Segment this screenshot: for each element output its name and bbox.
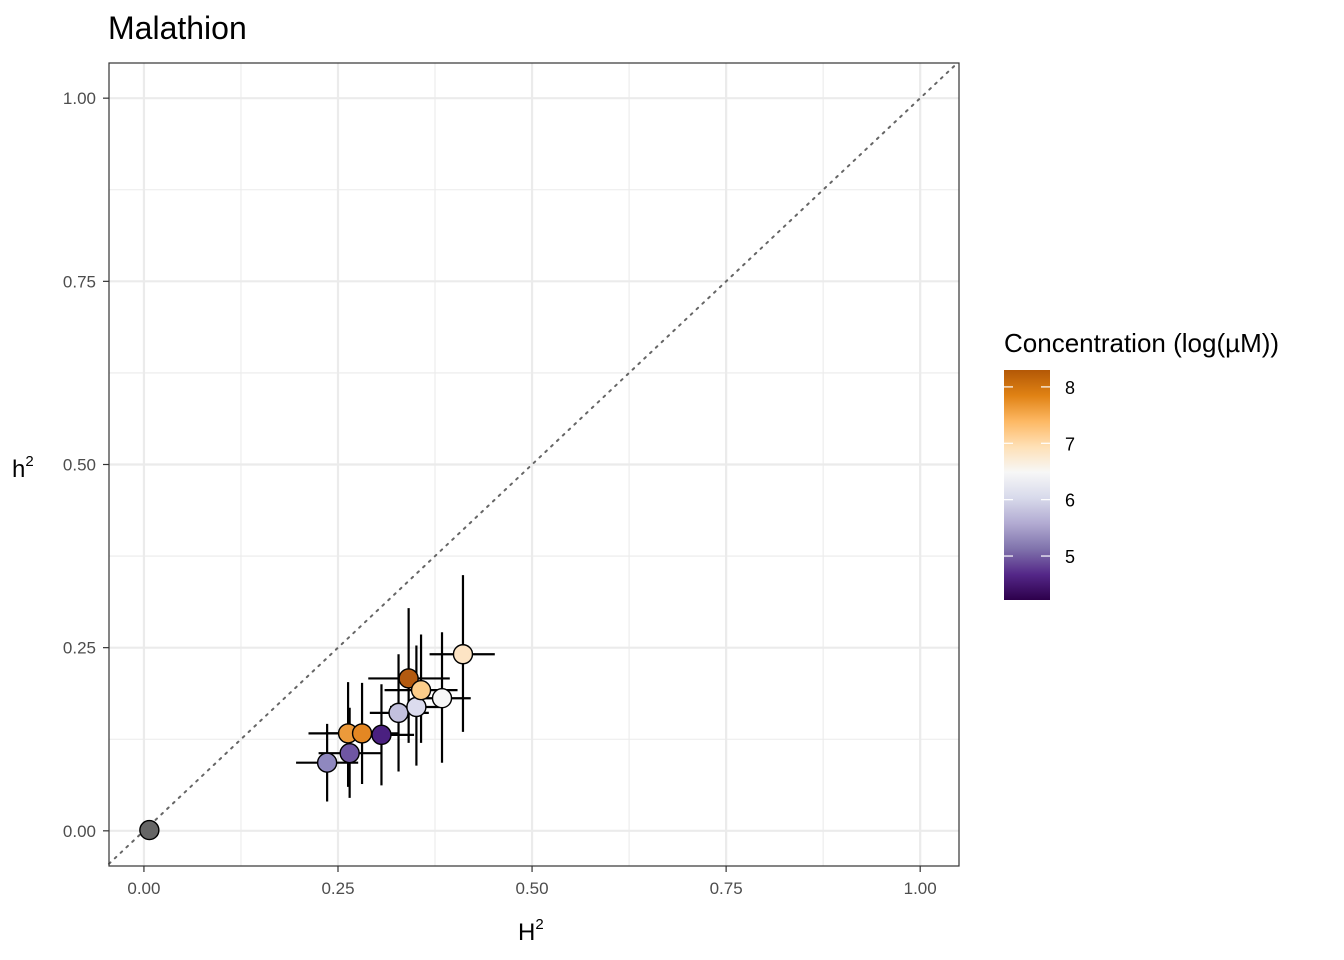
data-point [388, 702, 409, 724]
colorbar-legend: Concentration (log(µM)) 5 6 7 8 [1004, 328, 1279, 600]
y-tick-label: 0.50 [63, 456, 96, 475]
y-axis-title: h2 [12, 453, 34, 483]
y-tick-label: 0.75 [63, 272, 96, 291]
y-axis-title-superscript: 2 [25, 453, 33, 470]
x-axis-ticks: 0.00 0.25 0.50 0.75 1.00 [127, 866, 937, 898]
data-point [139, 819, 160, 841]
colorbar-tick-label: 5 [1065, 547, 1075, 567]
colorbar-title: Concentration (log(µM)) [1004, 328, 1279, 358]
y-axis-title-base: h [12, 456, 25, 483]
colorbar-ticks: 5 6 7 8 [1004, 378, 1075, 567]
data-point [398, 668, 419, 689]
data-point [406, 696, 427, 718]
x-axis-title-superscript: 2 [535, 916, 543, 933]
colorbar-tick-label: 6 [1065, 491, 1075, 511]
y-tick-label: 1.00 [63, 89, 96, 108]
y-tick-label: 0.25 [63, 639, 96, 658]
colorbar-tick-label: 7 [1065, 434, 1075, 454]
data-point [452, 644, 474, 665]
colorbar-tick-label: 8 [1065, 378, 1075, 398]
identity-reference-line [108, 62, 959, 865]
x-tick-label: 0.75 [710, 879, 743, 898]
data-point [410, 679, 432, 701]
data-point [351, 723, 373, 744]
data-point [431, 688, 453, 709]
data-point [316, 752, 338, 773]
plot-panel [108, 62, 960, 867]
data-point [371, 724, 392, 746]
y-tick-label: 0.00 [63, 822, 96, 841]
x-axis-title: H2 [518, 916, 544, 946]
x-tick-label: 0.25 [321, 879, 354, 898]
colorbar-gradient [1004, 370, 1050, 600]
y-axis-ticks: 0.00 0.25 0.50 0.75 1.00 [63, 89, 109, 841]
x-tick-label: 0.00 [127, 879, 160, 898]
data-points [139, 644, 474, 841]
x-tick-label: 1.00 [904, 879, 937, 898]
chart-title: Malathion [108, 10, 247, 46]
data-point [339, 742, 360, 764]
x-tick-label: 0.50 [516, 879, 549, 898]
x-axis-title-base: H [518, 919, 535, 946]
